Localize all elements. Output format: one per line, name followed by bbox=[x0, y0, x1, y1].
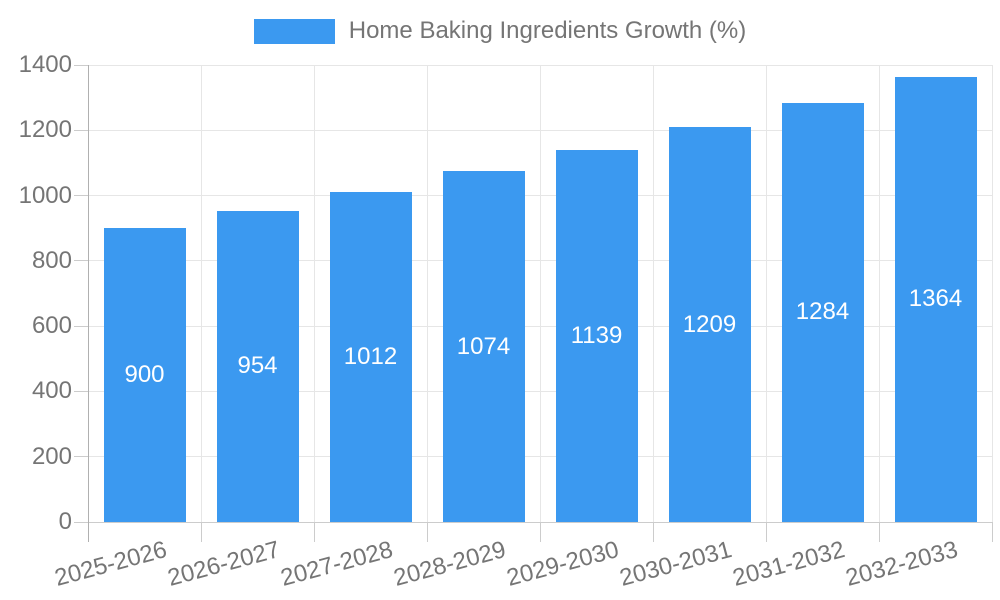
bar[interactable] bbox=[668, 127, 751, 522]
bar-value-label: 954 bbox=[237, 352, 278, 380]
v-gridline bbox=[539, 65, 541, 522]
bar-value-label: 1209 bbox=[682, 310, 737, 338]
bar[interactable] bbox=[103, 228, 186, 522]
y-tick bbox=[74, 260, 88, 262]
y-tick bbox=[74, 325, 88, 327]
y-axis-tick-label: 1000 bbox=[18, 181, 72, 209]
y-axis-tick-label: 200 bbox=[31, 442, 72, 470]
x-tick bbox=[539, 522, 541, 542]
bar[interactable] bbox=[329, 191, 412, 522]
bar[interactable] bbox=[894, 76, 977, 522]
x-tick bbox=[313, 522, 315, 542]
y-tick bbox=[74, 521, 88, 523]
v-gridline bbox=[426, 65, 428, 522]
bar-value-label: 1139 bbox=[570, 322, 623, 350]
bar-value-label: 900 bbox=[124, 361, 165, 389]
bar[interactable] bbox=[555, 150, 638, 522]
bar[interactable] bbox=[216, 210, 299, 522]
v-gridline bbox=[200, 65, 202, 522]
v-gridline bbox=[765, 65, 767, 522]
legend-label: Home Baking Ingredients Growth (%) bbox=[348, 17, 747, 44]
v-gridline bbox=[313, 65, 315, 522]
y-tick bbox=[74, 129, 88, 131]
y-tick bbox=[74, 195, 88, 197]
bar[interactable] bbox=[442, 171, 525, 522]
y-axis-tick-label: 1400 bbox=[18, 51, 72, 78]
chart-legend[interactable]: Home Baking Ingredients Growth (%) bbox=[0, 17, 1000, 45]
y-axis-tick-label: 1200 bbox=[18, 116, 72, 144]
bar-value-label: 1284 bbox=[795, 298, 850, 326]
y-axis-line bbox=[87, 65, 89, 542]
x-tick bbox=[200, 522, 202, 542]
y-tick bbox=[74, 390, 88, 392]
x-tick bbox=[652, 522, 654, 542]
bar-value-label: 1364 bbox=[908, 285, 963, 313]
x-tick bbox=[426, 522, 428, 542]
y-tick bbox=[74, 64, 88, 66]
bar-value-label: 1012 bbox=[343, 342, 398, 370]
v-gridline bbox=[878, 65, 880, 522]
v-gridline bbox=[652, 65, 654, 522]
y-axis-tick-label: 600 bbox=[31, 312, 72, 340]
bar[interactable] bbox=[781, 102, 864, 522]
x-tick bbox=[878, 522, 880, 542]
y-tick bbox=[74, 456, 88, 458]
y-axis-tick-label: 0 bbox=[58, 508, 72, 535]
bar-value-label: 1074 bbox=[456, 332, 511, 360]
v-gridline bbox=[991, 65, 993, 522]
y-axis-tick-label: 400 bbox=[31, 377, 72, 405]
x-tick bbox=[765, 522, 767, 542]
legend-swatch-icon bbox=[253, 18, 335, 44]
x-tick bbox=[991, 522, 993, 542]
y-axis-tick-label: 800 bbox=[31, 246, 72, 274]
